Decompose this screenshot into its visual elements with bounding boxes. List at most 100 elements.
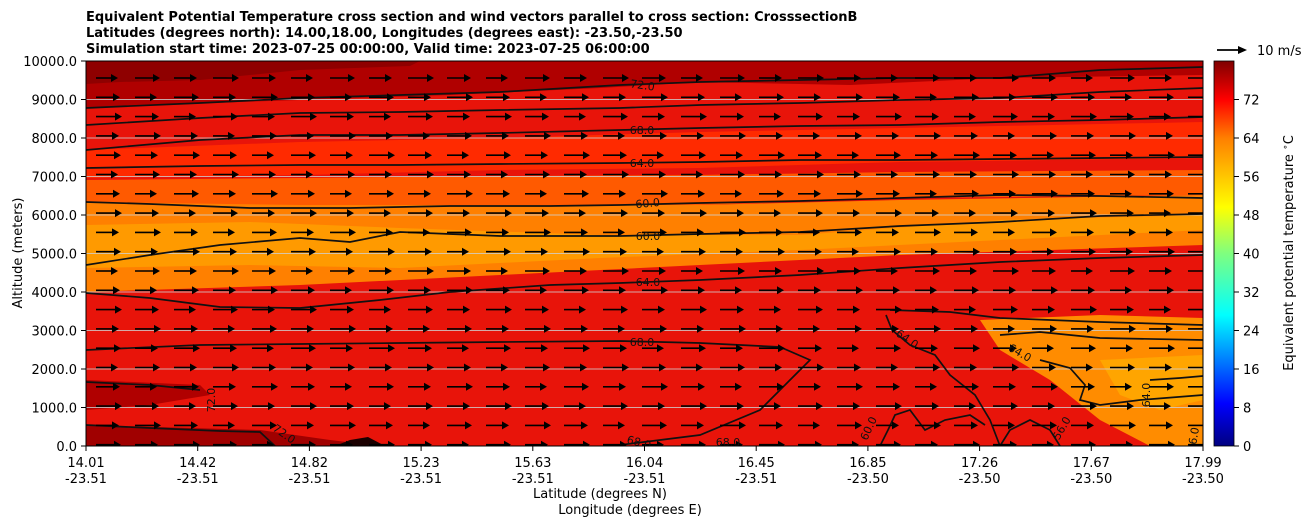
- contour-label: 72.0: [629, 77, 655, 93]
- wind-vector-head: [735, 286, 742, 295]
- wind-vector-head: [1088, 189, 1095, 198]
- wind-vector-head: [777, 286, 784, 295]
- wind-vector-head: [778, 440, 785, 446]
- wind-vector-head: [307, 228, 314, 237]
- wind-vector-head: [111, 74, 118, 82]
- wind-vector-head: [1168, 440, 1175, 446]
- wind-vector-head: [229, 382, 236, 391]
- wind-vector-head: [856, 189, 863, 198]
- wind-vector-head: [424, 286, 431, 295]
- chart-title-line-1: Equivalent Potential Temperature cross s…: [86, 10, 857, 25]
- wind-vector-head: [1009, 189, 1016, 198]
- wind-vector-head: [426, 305, 433, 314]
- wind-vector-head: [661, 382, 668, 391]
- wind-vector-head: [1011, 402, 1018, 411]
- wind-vector-head: [503, 189, 510, 198]
- wind-vector-head: [973, 247, 980, 256]
- wind-vector-head: [660, 131, 667, 140]
- wind-vector-head: [813, 324, 820, 333]
- wind-vector-head: [112, 131, 119, 140]
- wind-vector-head: [426, 209, 433, 218]
- wind-vector-head: [1165, 267, 1172, 275]
- wind-vectors: [96, 74, 1214, 446]
- x-tick-label-lon: -23.51: [735, 472, 777, 487]
- wind-vector-head: [307, 421, 314, 430]
- wind-vector-head: [1012, 170, 1019, 179]
- wind-vector-head: [1128, 267, 1135, 275]
- y-tick-label: 5000.0: [32, 248, 78, 263]
- wind-vector-head: [1206, 402, 1213, 410]
- wind-vector-head: [1167, 189, 1174, 198]
- wind-vector-head: [271, 286, 278, 295]
- wind-vector-head: [582, 93, 589, 102]
- wind-vector-head: [737, 402, 744, 411]
- wind-vector-head: [620, 440, 627, 446]
- wind-vector-head: [542, 209, 549, 218]
- wind-vector-head: [736, 151, 743, 160]
- wind-vector-head: [269, 363, 276, 372]
- wind-vector-head: [466, 382, 473, 391]
- wind-vector-head: [1049, 170, 1056, 179]
- x-tick-label-lon: -23.51: [400, 472, 442, 487]
- wind-vector-head: [151, 247, 158, 256]
- wind-vector-head: [462, 344, 469, 353]
- wind-vector-head: [970, 74, 977, 82]
- wind-vector-head: [971, 324, 978, 333]
- wind-vector-head: [113, 189, 120, 198]
- wind-vector-head: [387, 189, 394, 198]
- wind-vector-head: [1207, 267, 1214, 275]
- wind-vector-head: [114, 344, 121, 353]
- wind-vector-head: [620, 151, 627, 160]
- wind-vector-head: [1207, 364, 1214, 372]
- wind-vector-head: [267, 151, 274, 160]
- wind-vector-head: [618, 228, 625, 237]
- wind-vector-head: [427, 267, 434, 275]
- wind-vector-head: [1012, 363, 1019, 372]
- wind-vector-head: [427, 363, 434, 372]
- wind-vector-head: [154, 131, 161, 140]
- wind-vector-head: [735, 93, 742, 102]
- wind-vector-head: [1010, 247, 1017, 256]
- wind-vector-head: [854, 170, 861, 179]
- wind-vector-head: [543, 170, 550, 179]
- wind-vector-head: [893, 286, 900, 295]
- wind-vector-head: [579, 209, 586, 218]
- wind-vector-head: [189, 209, 196, 218]
- wind-vector-head: [269, 267, 276, 275]
- wind-vector-head: [1204, 383, 1211, 391]
- quiver-key-label: 10 m/s: [1257, 44, 1302, 59]
- wind-vector-head: [1128, 363, 1135, 372]
- wind-vector-head: [1167, 382, 1174, 391]
- wind-vector-head: [1205, 344, 1212, 352]
- wind-vector-head: [855, 131, 862, 140]
- wind-vector-head: [739, 421, 746, 430]
- wind-vector-head: [932, 305, 939, 314]
- wind-vector-head: [969, 305, 976, 314]
- contour-label: 64.0: [630, 157, 655, 170]
- wind-vector-head: [1167, 93, 1174, 102]
- wind-vector-head: [463, 305, 470, 314]
- contour-line: [86, 156, 1203, 169]
- wind-vector-head: [581, 228, 588, 237]
- wind-vector-head: [232, 363, 239, 372]
- wind-vector-head: [542, 402, 549, 411]
- wind-vector-head: [346, 344, 353, 353]
- x-tick-label-lat: 16.85: [849, 456, 886, 471]
- wind-vector-head: [1206, 113, 1213, 121]
- wind-vector-head: [657, 247, 664, 256]
- wind-vector-head: [699, 344, 706, 353]
- wind-vector-head: [228, 421, 235, 430]
- wind-vector-head: [969, 112, 976, 121]
- wind-vector-head: [1047, 440, 1054, 446]
- wind-vector-head: [1047, 344, 1054, 353]
- wind-vector-head: [930, 286, 937, 295]
- wind-vector-head: [856, 93, 863, 102]
- wind-vector-head: [657, 440, 664, 446]
- wind-vector-head: [502, 421, 509, 430]
- wind-vector-head: [775, 74, 782, 82]
- wind-vector-head: [970, 363, 977, 372]
- contour-label: 68.0: [630, 336, 655, 349]
- x-tick-label-lon: -23.50: [959, 472, 1001, 487]
- wind-vector-head: [894, 440, 901, 446]
- wind-vector-head: [1206, 306, 1213, 314]
